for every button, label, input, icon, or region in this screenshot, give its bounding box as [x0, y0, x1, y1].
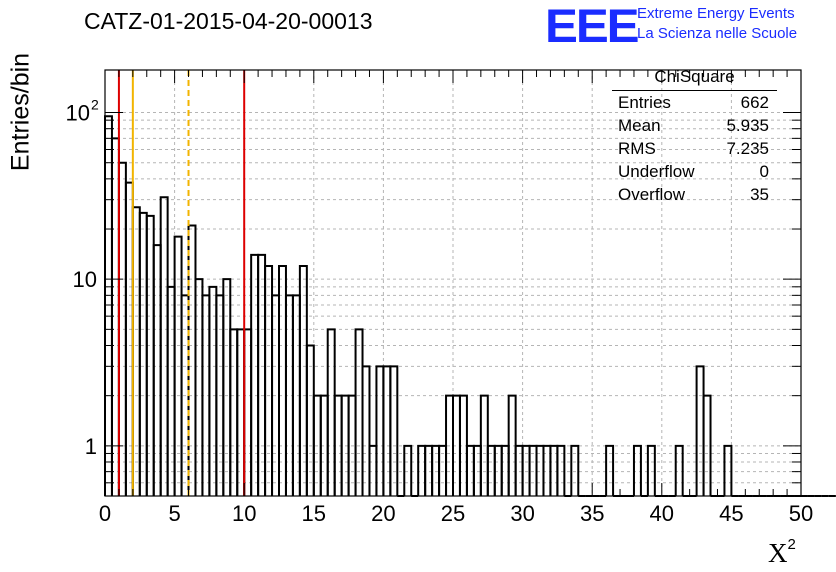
- x-axis-label-base: X: [768, 538, 788, 568]
- stats-value: 5.935: [726, 116, 769, 135]
- axes: [104, 69, 802, 497]
- histogram-bin: [605, 444, 615, 496]
- histogram-bin: [124, 181, 134, 496]
- histogram-series: [104, 115, 836, 497]
- histogram-bin: [403, 444, 413, 496]
- histogram-bin: [570, 444, 580, 496]
- stats-label: Entries: [618, 93, 671, 112]
- stats-box-title: ChiSquare: [612, 66, 777, 91]
- histogram-bin: [208, 285, 218, 496]
- stats-value: 35: [750, 185, 769, 204]
- stats-row-overflow: Overflow 35: [612, 183, 777, 206]
- stats-row-mean: Mean 5.935: [612, 114, 777, 137]
- histogram-bin: [375, 365, 385, 496]
- x-axis-label: X2: [768, 536, 796, 569]
- stats-row-rms: RMS 7.235: [612, 137, 777, 160]
- histogram-bin: [695, 365, 705, 496]
- x-tick-label: 20: [371, 501, 395, 526]
- logo-caption: Extreme Energy Events La Scienza nelle S…: [637, 4, 797, 44]
- histogram-bin: [159, 196, 169, 496]
- x-tick-label: 50: [789, 501, 813, 526]
- histogram-bin: [229, 328, 239, 496]
- histogram-bin: [194, 278, 204, 496]
- histogram-bin: [382, 365, 392, 496]
- histogram-bin: [326, 328, 336, 496]
- stats-value: 7.235: [726, 139, 769, 158]
- histogram-bin: [361, 365, 371, 496]
- histogram-bin: [674, 444, 684, 496]
- x-tick-label: 10: [232, 501, 256, 526]
- histogram-bin: [145, 214, 155, 496]
- x-tick-label: 45: [719, 501, 743, 526]
- x-tick-label: 25: [441, 501, 465, 526]
- histogram-bin: [236, 328, 246, 496]
- x-tick-label: 5: [168, 501, 180, 526]
- histogram-bin: [632, 444, 642, 496]
- histogram-bin: [702, 394, 712, 496]
- histogram-bin: [723, 444, 733, 496]
- chart-title: CATZ-01-2015-04-20-00013: [84, 8, 373, 34]
- x-tick-label: 15: [302, 501, 326, 526]
- stats-label: RMS: [618, 139, 656, 158]
- histogram-bin: [104, 115, 113, 496]
- histogram-bin: [243, 328, 253, 496]
- logo-line-1: Extreme Energy Events: [637, 5, 795, 22]
- histogram-bin: [389, 365, 399, 496]
- histogram-bin: [187, 224, 197, 496]
- x-tick-label: 40: [650, 501, 674, 526]
- logo-line-2: La Scienza nelle Scuole: [637, 25, 798, 42]
- x-axis-label-exponent: 2: [787, 536, 796, 553]
- stats-label: Underflow: [618, 162, 695, 181]
- histogram-bin: [222, 278, 232, 496]
- y-tick-label: 10: [66, 101, 90, 126]
- stats-label: Mean: [618, 116, 661, 135]
- stats-row-underflow: Underflow 0: [612, 160, 777, 183]
- histogram-bin: [152, 244, 162, 496]
- y-tick-label: 1: [85, 434, 97, 459]
- histogram-bin: [166, 285, 176, 496]
- histogram-bin: [354, 328, 364, 496]
- histogram-bin: [305, 344, 315, 496]
- stats-value: 0: [759, 162, 769, 181]
- x-tick-label: 35: [580, 501, 604, 526]
- y-axis-label: Entries/bin: [6, 52, 35, 172]
- eee-logo: EEE: [545, 0, 640, 52]
- x-tick-label: 0: [99, 501, 111, 526]
- histogram-bin: [646, 444, 656, 496]
- histogram-bin: [257, 253, 267, 496]
- stats-value: 662: [740, 93, 769, 112]
- histogram-bin: [110, 137, 120, 496]
- stats-box: ChiSquare Entries 662 Mean 5.935 RMS 7.2…: [612, 66, 777, 206]
- histogram-bin: [131, 206, 141, 496]
- histogram-bin: [556, 444, 566, 496]
- y-tick-label: 10: [73, 267, 97, 292]
- threshold-lines: [117, 70, 246, 496]
- stats-label: Overflow: [618, 185, 686, 204]
- histogram-bin: [250, 253, 260, 496]
- stats-row-entries: Entries 662: [612, 91, 777, 114]
- y-tick-exponent: 2: [91, 97, 99, 113]
- x-tick-label: 30: [510, 501, 534, 526]
